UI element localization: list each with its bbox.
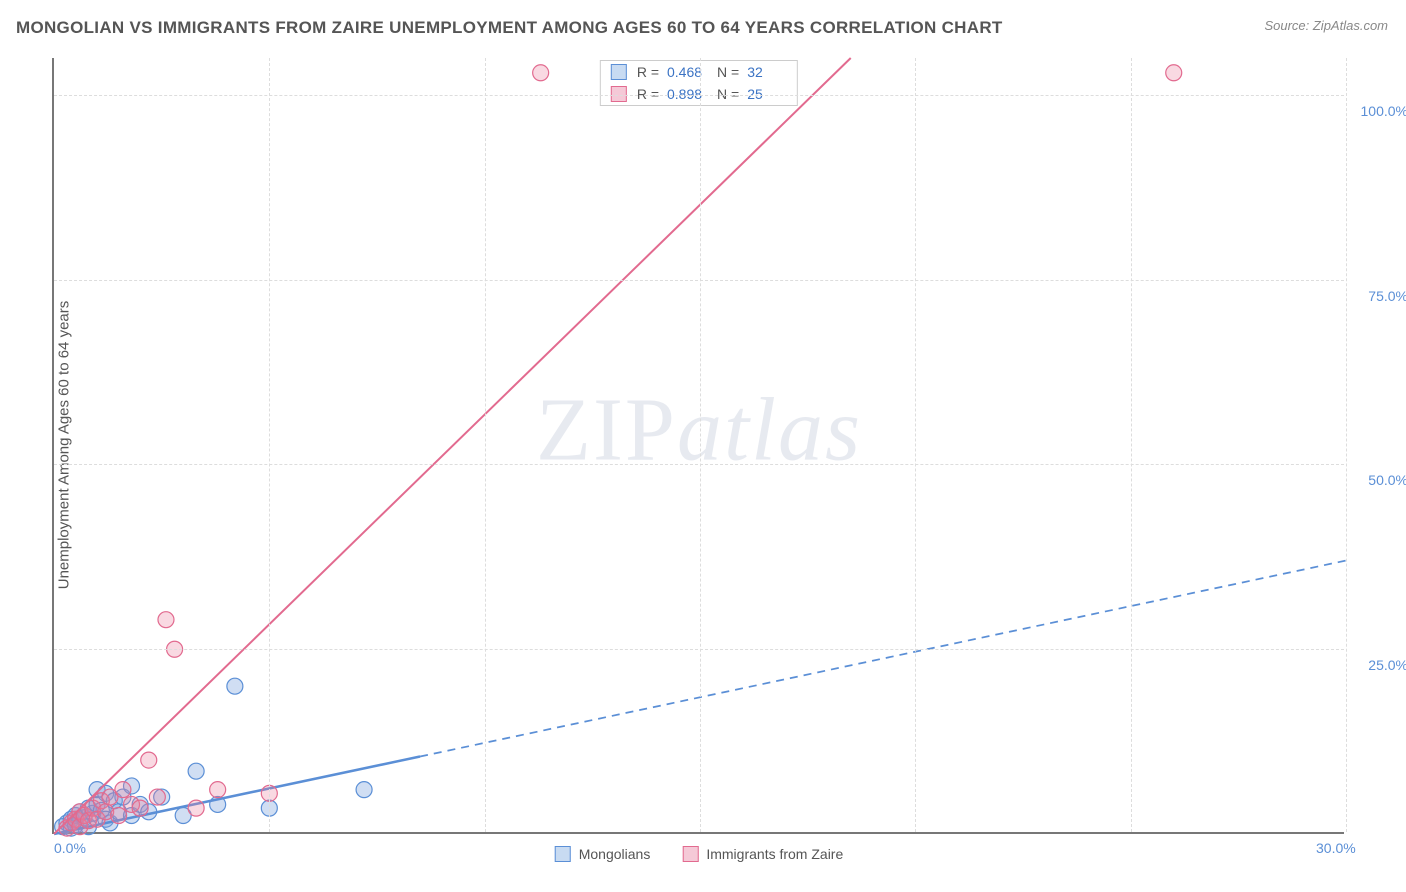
scatter-point (158, 612, 174, 628)
scatter-point (188, 763, 204, 779)
plot-svg (54, 58, 1344, 832)
legend-series-label: Mongolians (579, 846, 651, 862)
trend-line-solid (54, 58, 851, 834)
scatter-point (210, 782, 226, 798)
scatter-point (115, 782, 131, 798)
n-label: N = (717, 64, 739, 80)
grid-line-v (1346, 58, 1347, 832)
scatter-point (188, 800, 204, 816)
legend-stat-row: R = 0.468 N = 32 (601, 61, 797, 83)
grid-line-v (915, 58, 916, 832)
legend-series-item: Mongolians (555, 846, 651, 862)
correlation-legend: R =0.468N =32R =0.898N =25 (600, 60, 798, 106)
legend-swatch (555, 846, 571, 862)
trend-line-dashed (420, 561, 1346, 757)
legend-swatch (611, 64, 627, 80)
scatter-point (227, 678, 243, 694)
scatter-point (141, 752, 157, 768)
correlation-chart: MONGOLIAN VS IMMIGRANTS FROM ZAIRE UNEMP… (0, 0, 1406, 892)
plot-area: Unemployment Among Ages 60 to 64 years Z… (52, 58, 1344, 834)
y-tick-label: 50.0% (1352, 472, 1406, 488)
grid-line-h (54, 280, 1344, 281)
r-label: R = (637, 64, 659, 80)
y-tick-label: 25.0% (1352, 657, 1406, 673)
grid-line-h (54, 95, 1344, 96)
x-tick-label: 0.0% (54, 840, 86, 856)
source-attribution: Source: ZipAtlas.com (1264, 18, 1388, 33)
x-tick-label: 30.0% (1316, 840, 1356, 856)
scatter-point (1166, 65, 1182, 81)
grid-line-v (485, 58, 486, 832)
y-tick-label: 75.0% (1352, 288, 1406, 304)
grid-line-v (269, 58, 270, 832)
y-tick-label: 100.0% (1352, 103, 1406, 119)
series-legend: Mongolians Immigrants from Zaire (555, 846, 844, 862)
chart-title: MONGOLIAN VS IMMIGRANTS FROM ZAIRE UNEMP… (16, 18, 1003, 38)
legend-series-item: Immigrants from Zaire (682, 846, 843, 862)
scatter-point (111, 808, 127, 824)
scatter-point (533, 65, 549, 81)
grid-line-v (1131, 58, 1132, 832)
scatter-point (149, 789, 165, 805)
grid-line-h (54, 464, 1344, 465)
grid-line-v (700, 58, 701, 832)
n-value: 32 (747, 64, 787, 80)
r-value: 0.468 (667, 64, 707, 80)
legend-series-label: Immigrants from Zaire (706, 846, 843, 862)
legend-swatch (682, 846, 698, 862)
scatter-point (356, 782, 372, 798)
grid-line-h (54, 649, 1344, 650)
scatter-point (132, 800, 148, 816)
